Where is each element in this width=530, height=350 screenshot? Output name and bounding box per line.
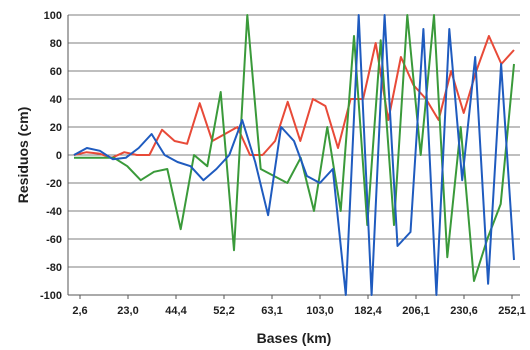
x-tick-label: 2,6	[72, 305, 87, 317]
y-tick-label: -60	[46, 234, 62, 246]
y-tick-label: -100	[40, 290, 62, 302]
y-tick-label: 40	[50, 94, 62, 106]
series-lines	[73, 14, 515, 296]
y-tick-label: -80	[46, 262, 62, 274]
x-tick-label: 63,1	[261, 305, 282, 317]
series-line-2	[74, 14, 515, 282]
y-tick-label: -20	[46, 178, 62, 190]
y-tick-label: 80	[50, 38, 62, 50]
series-line-3	[73, 14, 515, 296]
series-line-1	[73, 35, 515, 159]
x-axis-label: Bases (km)	[257, 330, 332, 346]
x-tick-label: 52,2	[213, 305, 234, 317]
y-tick-label: 0	[56, 150, 62, 162]
y-tick-label: 60	[50, 66, 62, 78]
y-tick-label: -40	[46, 206, 62, 218]
y-tick-label: 20	[50, 122, 62, 134]
x-tick-label: 206,1	[402, 305, 430, 317]
x-tick-label: 230,6	[450, 305, 478, 317]
x-tick-label: 252,1	[498, 305, 526, 317]
y-tick-label: 100	[44, 10, 62, 22]
y-axis-label: Residuos (cm)	[15, 107, 31, 203]
axes	[67, 15, 520, 299]
x-tick-label: 103,0	[306, 305, 334, 317]
x-tick-label: 182,4	[354, 305, 382, 317]
y-tick-labels: -100 -80 -60 -40 -20 0 20 40 60 80 100	[40, 10, 62, 302]
x-tick-label: 44,4	[165, 305, 187, 317]
x-tick-label: 23,0	[117, 305, 138, 317]
x-tick-labels: 2,6 23,0 44,4 52,2 63,1 103,0 182,4 206,1 230,6 2…	[72, 305, 525, 317]
